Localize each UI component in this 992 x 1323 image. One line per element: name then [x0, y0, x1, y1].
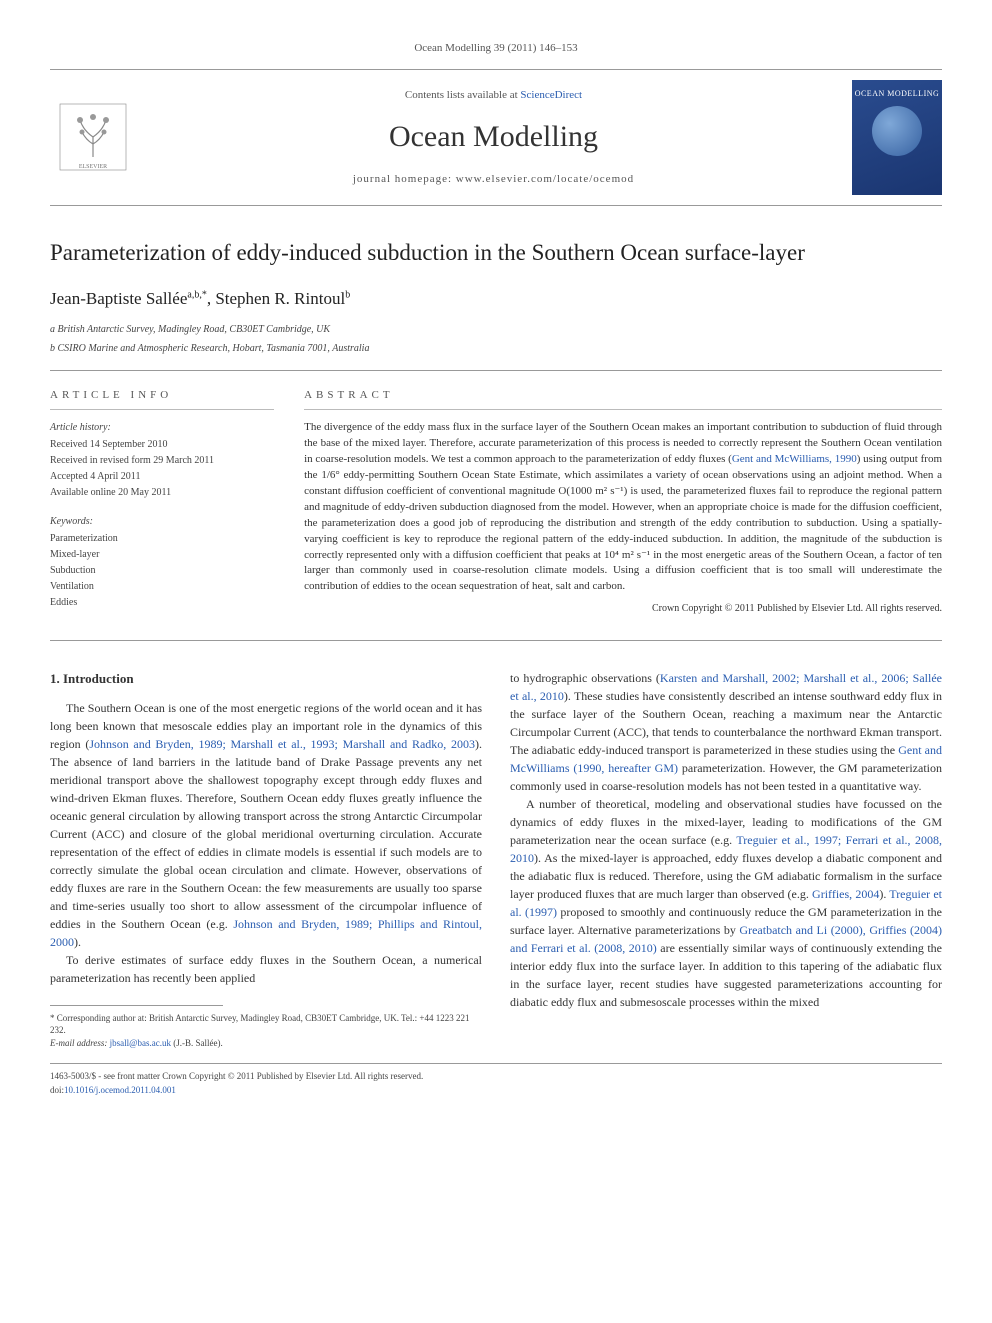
- body-paragraph: To derive estimates of surface eddy flux…: [50, 951, 482, 987]
- keywords-header: Keywords:: [50, 514, 274, 529]
- keyword: Ventilation: [50, 579, 274, 594]
- author-1-sup: a,b,*: [187, 289, 206, 300]
- journal-homepage: journal homepage: www.elsevier.com/locat…: [135, 171, 852, 188]
- abstract-citation-link[interactable]: Gent and McWilliams, 1990: [732, 453, 857, 465]
- citation-link[interactable]: Johnson and Bryden, 1989; Marshall et al…: [89, 737, 475, 751]
- body-paragraph: The Southern Ocean is one of the most en…: [50, 699, 482, 951]
- page-citation: Ocean Modelling 39 (2011) 146–153: [50, 40, 942, 57]
- cover-title: OCEAN MODELLING: [855, 88, 940, 100]
- body-text: to hydrographic observations (: [510, 671, 660, 685]
- author-list: Jean-Baptiste Salléea,b,*, Stephen R. Ri…: [50, 286, 942, 312]
- history-header: Article history:: [50, 420, 274, 435]
- history-line: Accepted 4 April 2011: [50, 469, 274, 484]
- keywords-block: Keywords: Parameterization Mixed-layer S…: [50, 514, 274, 610]
- author-2-sup: b: [345, 289, 350, 300]
- affiliation: a British Antarctic Survey, Madingley Ro…: [50, 322, 942, 337]
- masthead-center: Contents lists available at ScienceDirec…: [135, 87, 852, 187]
- journal-cover-thumbnail: OCEAN MODELLING: [852, 80, 942, 195]
- email-label: E-mail address:: [50, 1038, 110, 1048]
- svg-text:ELSEVIER: ELSEVIER: [78, 164, 106, 170]
- elsevier-tree-icon: ELSEVIER: [58, 102, 128, 172]
- affiliations-block: a British Antarctic Survey, Madingley Ro…: [50, 322, 942, 356]
- email-suffix: (J.-B. Sallée).: [171, 1038, 223, 1048]
- abstract-label: ABSTRACT: [304, 387, 942, 411]
- history-line: Received in revised form 29 March 2011: [50, 453, 274, 468]
- doi-link[interactable]: 10.1016/j.ocemod.2011.04.001: [64, 1085, 176, 1095]
- page-footer: 1463-5003/$ - see front matter Crown Cop…: [50, 1063, 942, 1097]
- corresponding-author-footnote: * Corresponding author at: British Antar…: [50, 1012, 482, 1037]
- footnote-separator: [50, 1005, 223, 1006]
- journal-name: Ocean Modelling: [135, 114, 852, 159]
- contents-line: Contents lists available at ScienceDirec…: [135, 87, 852, 104]
- body-text: ).: [879, 887, 889, 901]
- author-2: Stephen R. Rintoul: [215, 289, 345, 308]
- body-text: ). These studies have consistently descr…: [510, 689, 942, 757]
- article-history: Article history: Received 14 September 2…: [50, 420, 274, 500]
- homepage-url[interactable]: www.elsevier.com/locate/ocemod: [456, 173, 634, 185]
- body-paragraph: A number of theoretical, modeling and ob…: [510, 795, 942, 1011]
- author-1: Jean-Baptiste Sallée: [50, 289, 187, 308]
- abstract-column: ABSTRACT The divergence of the eddy mass…: [304, 387, 942, 625]
- email-link[interactable]: jbsall@bas.ac.uk: [110, 1038, 171, 1048]
- info-abstract-row: ARTICLE INFO Article history: Received 1…: [50, 370, 942, 642]
- keyword: Eddies: [50, 595, 274, 610]
- history-line: Received 14 September 2010: [50, 437, 274, 452]
- homepage-prefix: journal homepage:: [353, 173, 456, 185]
- abstract-text: The divergence of the eddy mass flux in …: [304, 420, 942, 595]
- history-line: Available online 20 May 2011: [50, 485, 274, 500]
- keyword: Parameterization: [50, 531, 274, 546]
- keyword: Subduction: [50, 563, 274, 578]
- issn-line: 1463-5003/$ - see front matter Crown Cop…: [50, 1070, 942, 1084]
- doi-line: doi:10.1016/j.ocemod.2011.04.001: [50, 1084, 942, 1098]
- article-title: Parameterization of eddy-induced subduct…: [50, 236, 942, 271]
- body-text: ).: [74, 935, 81, 949]
- sciencedirect-link[interactable]: ScienceDirect: [520, 89, 582, 101]
- cover-globe-icon: [872, 106, 922, 156]
- abstract-text-post: ) using output from the 1/6° eddy-permit…: [304, 453, 942, 593]
- citation-link[interactable]: Griffies, 2004: [812, 887, 879, 901]
- body-text: ). The absence of land barriers in the l…: [50, 737, 482, 931]
- abstract-copyright: Crown Copyright © 2011 Published by Else…: [304, 601, 942, 616]
- article-info-column: ARTICLE INFO Article history: Received 1…: [50, 387, 274, 625]
- email-footnote: E-mail address: jbsall@bas.ac.uk (J.-B. …: [50, 1037, 482, 1050]
- body-column-left: 1. Introduction The Southern Ocean is on…: [50, 669, 482, 1049]
- body-paragraph: to hydrographic observations (Karsten an…: [510, 669, 942, 795]
- keyword: Mixed-layer: [50, 547, 274, 562]
- section-heading: 1. Introduction: [50, 669, 482, 689]
- affiliation: b CSIRO Marine and Atmospheric Research,…: [50, 341, 942, 356]
- publisher-logo: ELSEVIER: [50, 95, 135, 180]
- doi-prefix: doi:: [50, 1085, 64, 1095]
- contents-prefix: Contents lists available at: [405, 89, 520, 101]
- article-info-label: ARTICLE INFO: [50, 387, 274, 411]
- body-column-right: to hydrographic observations (Karsten an…: [510, 669, 942, 1049]
- journal-masthead: ELSEVIER Contents lists available at Sci…: [50, 69, 942, 206]
- body-columns: 1. Introduction The Southern Ocean is on…: [50, 669, 942, 1049]
